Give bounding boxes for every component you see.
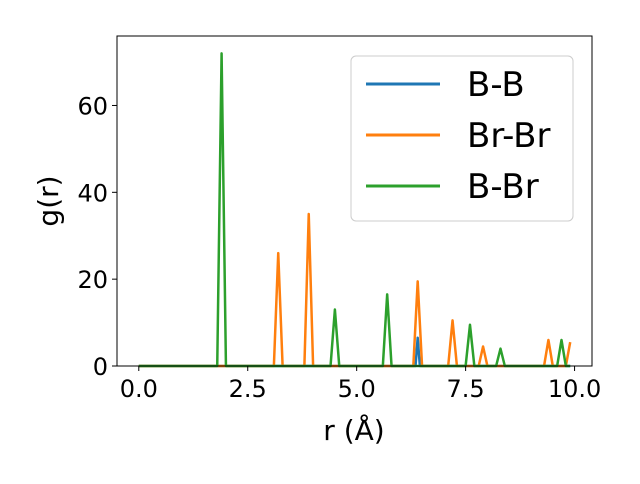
- x-axis-label: r (Å): [323, 413, 384, 447]
- x-tick-label: 5.0: [338, 375, 376, 403]
- y-tick-label: 40: [77, 179, 108, 207]
- x-tick-label: 10.0: [548, 375, 601, 403]
- legend-label: Br-Br: [467, 116, 551, 156]
- legend: B-B Br-Br B-Br: [350, 55, 574, 222]
- plot-frame: [116, 35, 593, 367]
- x-tick-label: 7.5: [447, 375, 485, 403]
- x-tick-label: 0.0: [120, 375, 158, 403]
- y-axis-label: g(r): [32, 175, 65, 226]
- legend-box: [350, 55, 574, 222]
- y-tick-label: 60: [77, 92, 108, 120]
- y-tick-label: 0: [93, 353, 108, 381]
- axes-layer: 0.0 2.5 5.0 7.5 10.0 0 20 40 60: [77, 35, 601, 403]
- series-line-br-br: [138, 212, 572, 368]
- legend-label: B-Br: [467, 167, 539, 207]
- legend-label: B-B: [467, 65, 525, 105]
- y-tick-label: 20: [77, 266, 108, 294]
- x-tick-label: 2.5: [229, 375, 267, 403]
- series-line-b-b: [138, 336, 571, 368]
